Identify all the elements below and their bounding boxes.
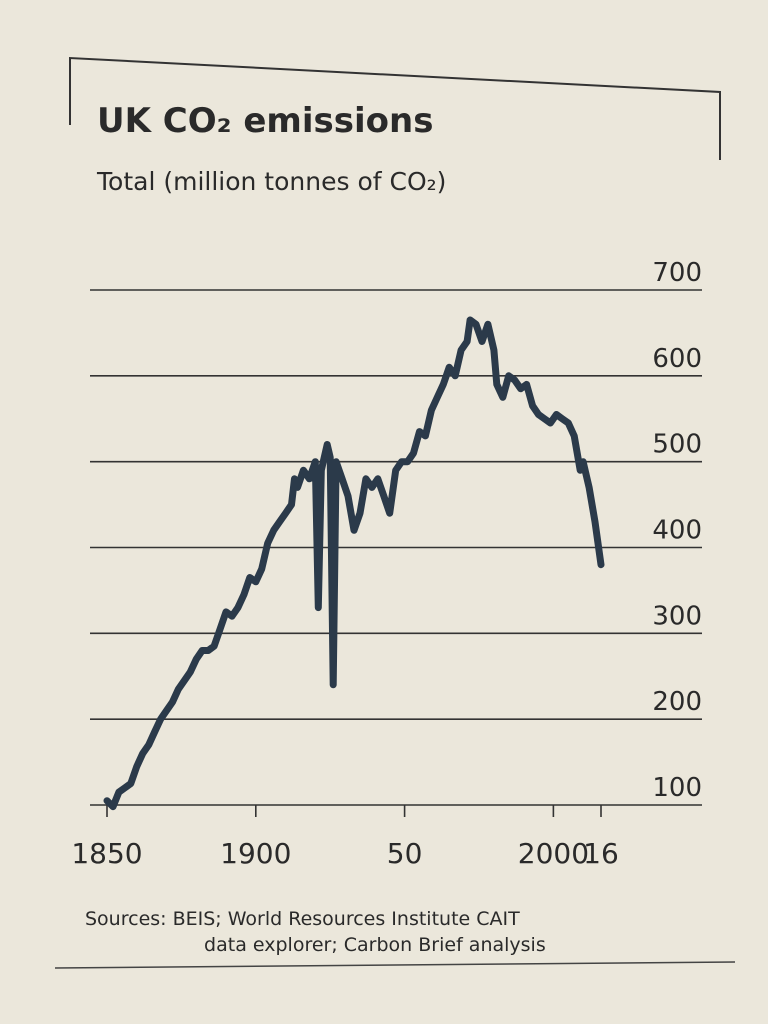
y-tick-label: 700 <box>652 258 702 288</box>
chart-title: UK CO₂ emissions <box>97 101 433 141</box>
y-tick-label: 100 <box>652 773 702 803</box>
frame <box>69 56 721 160</box>
x-tick-label: 1900 <box>220 837 291 870</box>
source-line: Sources: BEIS; World Resources Institute… <box>85 908 520 930</box>
x-tick-label: 50 <box>387 837 423 870</box>
y-tick-label: 500 <box>652 430 702 460</box>
y-tick-label: 400 <box>652 516 702 546</box>
x-tick-label: 16 <box>583 837 619 870</box>
x-tick-label: 2000 <box>518 837 589 870</box>
source-line: data explorer; Carbon Brief analysis <box>198 934 546 956</box>
bottom-rule <box>54 961 736 969</box>
y-tick-label: 600 <box>652 344 702 374</box>
line-series <box>103 316 605 811</box>
source: Sources: BEIS; World Resources Institute… <box>85 908 546 956</box>
y-tick-label: 200 <box>652 687 702 717</box>
x-tick-label: 1850 <box>71 837 142 870</box>
chart-subtitle: Total (million tonnes of CO₂) <box>96 167 446 196</box>
y-tick-label: 300 <box>652 601 702 631</box>
